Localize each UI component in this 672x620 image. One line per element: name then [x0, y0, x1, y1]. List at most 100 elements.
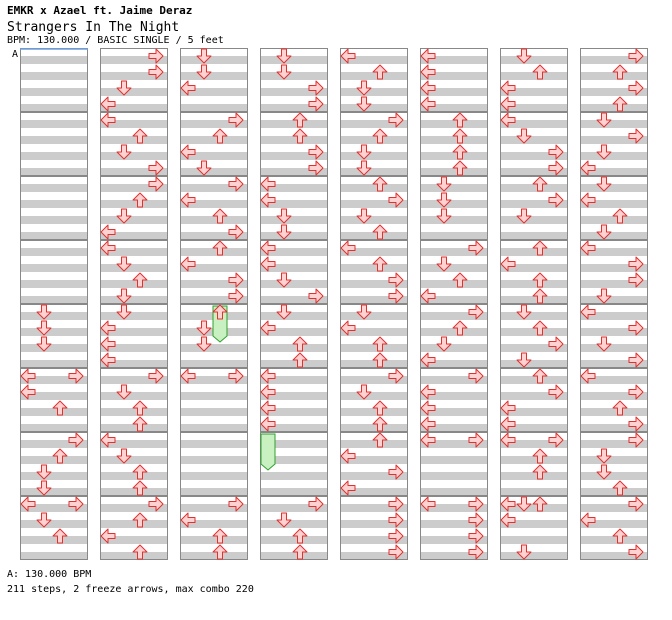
beat-stripe [500, 136, 568, 144]
right-arrow [228, 112, 244, 128]
measure-box [580, 432, 648, 496]
measure-box [260, 496, 328, 560]
beat-stripe [100, 120, 168, 128]
right-arrow [388, 112, 404, 128]
right-arrow [548, 160, 564, 176]
beat-stripe [260, 216, 328, 224]
beat-stripe [180, 152, 248, 160]
chart-column [580, 48, 648, 560]
beat-stripe [100, 520, 168, 528]
beat-stripe [260, 72, 328, 80]
beat-stripe [340, 552, 408, 560]
beat-stripe [500, 184, 568, 192]
beat-stripe [420, 552, 488, 560]
beat-stripe [340, 408, 408, 416]
left-arrow [340, 320, 356, 336]
down-arrow [36, 336, 52, 352]
right-arrow [148, 64, 164, 80]
beat-stripe [20, 248, 88, 256]
down-arrow [276, 64, 292, 80]
down-arrow [596, 336, 612, 352]
beat-stripe [500, 440, 568, 448]
right-arrow [628, 320, 644, 336]
beat-stripe [180, 376, 248, 384]
beat-stripe [100, 328, 168, 336]
up-arrow [612, 528, 628, 544]
right-arrow [388, 272, 404, 288]
left-arrow [580, 160, 596, 176]
beat-stripe [260, 120, 328, 128]
left-arrow [580, 192, 596, 208]
beat-stripe [340, 392, 408, 400]
up-arrow [612, 64, 628, 80]
freeze-arrow [212, 305, 228, 343]
right-arrow [308, 144, 324, 160]
beat-stripe [500, 376, 568, 384]
left-arrow [180, 144, 196, 160]
beat-stripe [100, 392, 168, 400]
left-arrow [500, 416, 516, 432]
beat-stripe [100, 424, 168, 432]
beat-stripe [580, 88, 648, 96]
beat-stripe [340, 216, 408, 224]
beat-stripe [20, 472, 88, 480]
left-arrow [260, 176, 276, 192]
beat-stripe [500, 472, 568, 480]
beat-stripe [500, 408, 568, 416]
beat-stripe [500, 88, 568, 96]
measure-box [180, 48, 248, 112]
beat-stripe [580, 312, 648, 320]
beat-stripe [340, 168, 408, 176]
beat-stripe [500, 264, 568, 272]
beat-stripe [180, 264, 248, 272]
up-arrow [212, 240, 228, 256]
left-arrow [420, 496, 436, 512]
right-arrow [148, 48, 164, 64]
beat-stripe [180, 504, 248, 512]
up-arrow [452, 160, 468, 176]
right-arrow [148, 368, 164, 384]
right-arrow [308, 288, 324, 304]
beat-stripe [420, 472, 488, 480]
down-arrow [276, 512, 292, 528]
measure-box [580, 368, 648, 432]
measure-box [580, 112, 648, 176]
left-arrow [100, 528, 116, 544]
beat-stripe [420, 408, 488, 416]
beat-stripe [20, 440, 88, 448]
measure-box [420, 112, 488, 176]
up-arrow [452, 112, 468, 128]
left-arrow [180, 192, 196, 208]
measure-box [180, 368, 248, 432]
down-arrow [356, 144, 372, 160]
beat-stripe [260, 280, 328, 288]
beat-stripe [340, 376, 408, 384]
measure-box [260, 304, 328, 368]
down-arrow [596, 112, 612, 128]
right-arrow [468, 240, 484, 256]
beat-stripe [100, 504, 168, 512]
down-arrow [436, 336, 452, 352]
right-arrow [628, 544, 644, 560]
down-arrow [516, 128, 532, 144]
down-arrow [356, 384, 372, 400]
beat-stripe [500, 280, 568, 288]
beat-stripe [20, 232, 88, 240]
beat-stripe [20, 504, 88, 512]
up-arrow [612, 480, 628, 496]
down-arrow [276, 208, 292, 224]
right-arrow [148, 496, 164, 512]
measure-box [100, 112, 168, 176]
up-arrow [372, 432, 388, 448]
measure-box [20, 176, 88, 240]
left-arrow [340, 240, 356, 256]
beat-stripe [500, 56, 568, 64]
beat-stripe [500, 344, 568, 352]
beat-stripe [580, 56, 648, 64]
beat-stripe [260, 408, 328, 416]
beat-stripe [260, 88, 328, 96]
beat-stripe [580, 136, 648, 144]
right-arrow [628, 256, 644, 272]
left-arrow [180, 512, 196, 528]
